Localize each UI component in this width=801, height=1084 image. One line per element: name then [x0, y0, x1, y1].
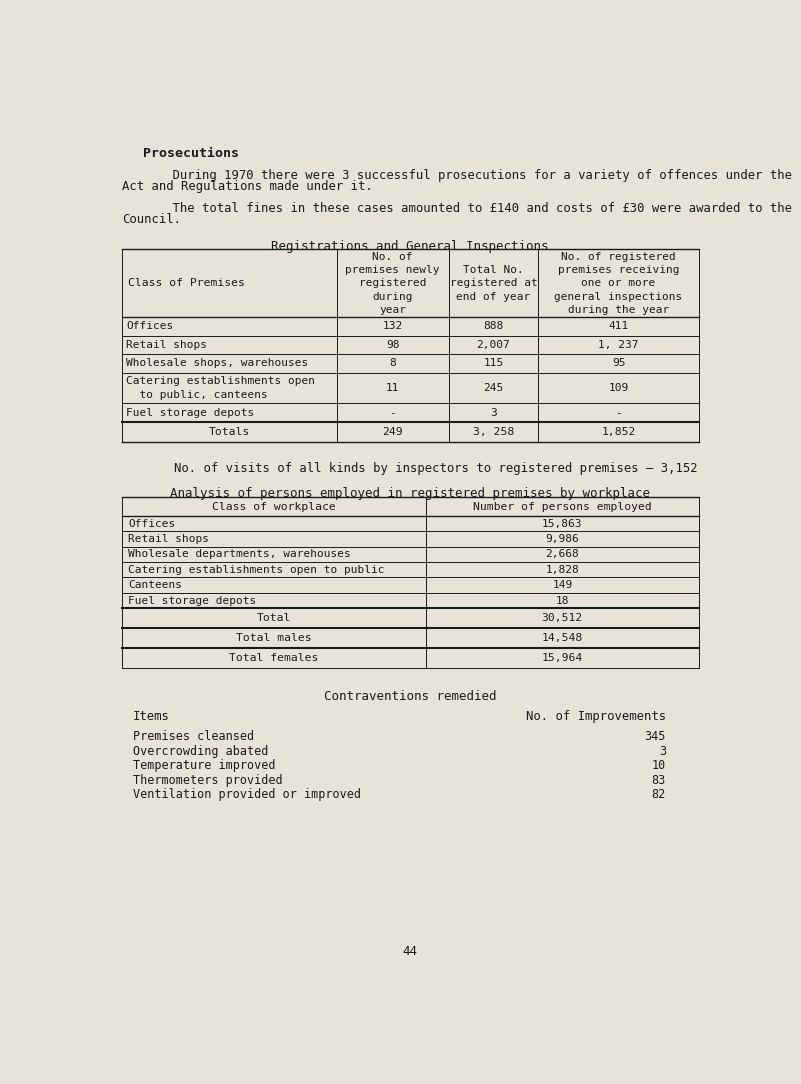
Text: 83: 83	[652, 774, 666, 787]
Text: 245: 245	[483, 383, 504, 393]
Text: 888: 888	[483, 322, 504, 332]
Text: Fuel storage depots: Fuel storage depots	[128, 595, 256, 606]
Text: 1,852: 1,852	[602, 427, 636, 437]
Text: 2,007: 2,007	[477, 340, 510, 350]
Text: No. of registered
premises receiving
one or more
general inspections
during the : No. of registered premises receiving one…	[554, 251, 682, 314]
Text: 11: 11	[386, 383, 400, 393]
Text: 2,668: 2,668	[545, 550, 579, 559]
Text: Thermometers provided: Thermometers provided	[133, 774, 282, 787]
Text: Overcrowding abated: Overcrowding abated	[133, 745, 268, 758]
Text: Premises cleansed: Premises cleansed	[133, 730, 254, 743]
Text: Wholesale departments, warehouses: Wholesale departments, warehouses	[128, 550, 351, 559]
Text: Total: Total	[256, 614, 291, 623]
Text: Council.: Council.	[122, 214, 181, 227]
Text: 98: 98	[386, 340, 400, 350]
Text: 95: 95	[612, 359, 626, 369]
Text: Offices: Offices	[127, 322, 174, 332]
Text: 18: 18	[556, 595, 570, 606]
Text: Retail shops: Retail shops	[127, 340, 207, 350]
Text: No. of Improvements: No. of Improvements	[525, 710, 666, 723]
Text: Items: Items	[133, 710, 170, 723]
Text: Contraventions remedied: Contraventions remedied	[324, 689, 497, 702]
Text: Wholesale shops, warehouses: Wholesale shops, warehouses	[127, 359, 308, 369]
Text: Total males: Total males	[236, 633, 312, 643]
Text: Fuel storage depots: Fuel storage depots	[127, 408, 255, 417]
Text: 1, 237: 1, 237	[598, 340, 639, 350]
Text: Ventilation provided or improved: Ventilation provided or improved	[133, 788, 360, 801]
Text: Catering establishments open
  to public, canteens: Catering establishments open to public, …	[127, 376, 316, 400]
Text: 15,964: 15,964	[541, 654, 583, 663]
Text: Analysis of persons employed in registered premises by workplace: Analysis of persons employed in register…	[170, 487, 650, 500]
Text: 149: 149	[552, 580, 573, 590]
Text: Canteens: Canteens	[128, 580, 182, 590]
Text: Total females: Total females	[229, 654, 319, 663]
Text: 3: 3	[658, 745, 666, 758]
Text: Class of workplace: Class of workplace	[211, 502, 336, 512]
Text: 10: 10	[652, 759, 666, 772]
Text: 249: 249	[382, 427, 403, 437]
Text: Registrations and General Inspections: Registrations and General Inspections	[272, 241, 549, 254]
Text: 9,986: 9,986	[545, 534, 579, 544]
Text: No. of
premises newly
registered
during
year: No. of premises newly registered during …	[345, 251, 440, 314]
Text: 115: 115	[483, 359, 504, 369]
Text: 15,863: 15,863	[542, 518, 582, 529]
Text: Offices: Offices	[128, 518, 175, 529]
Text: 1,828: 1,828	[545, 565, 579, 575]
Text: Retail shops: Retail shops	[128, 534, 209, 544]
Text: 44: 44	[403, 945, 417, 958]
Text: Catering establishments open to public: Catering establishments open to public	[128, 565, 384, 575]
Text: Number of persons employed: Number of persons employed	[473, 502, 652, 512]
Text: 3: 3	[490, 408, 497, 417]
Text: 3, 258: 3, 258	[473, 427, 514, 437]
Text: -: -	[389, 408, 396, 417]
Text: During 1970 there were 3 successful prosecutions for a variety of offences under: During 1970 there were 3 successful pros…	[143, 169, 791, 182]
Text: 82: 82	[652, 788, 666, 801]
Text: -: -	[615, 408, 622, 417]
Text: 14,548: 14,548	[541, 633, 583, 643]
Text: Temperature improved: Temperature improved	[133, 759, 276, 772]
Text: Class of Premises: Class of Premises	[128, 279, 245, 288]
Text: 30,512: 30,512	[541, 614, 583, 623]
Text: Totals: Totals	[208, 427, 250, 437]
Text: 132: 132	[383, 322, 403, 332]
Text: 109: 109	[609, 383, 629, 393]
Text: Act and Regulations made under it.: Act and Regulations made under it.	[122, 180, 372, 193]
Text: The total fines in these cases amounted to £140 and costs of £30 were awarded to: The total fines in these cases amounted …	[143, 202, 791, 215]
Text: No. of visits of all kinds by inspectors to registered premises – 3,152: No. of visits of all kinds by inspectors…	[174, 462, 698, 475]
Text: Total No.
registered at
end of year: Total No. registered at end of year	[449, 266, 537, 301]
Text: Prosecutions: Prosecutions	[143, 147, 239, 160]
Text: 8: 8	[389, 359, 396, 369]
Text: 345: 345	[645, 730, 666, 743]
Text: 411: 411	[609, 322, 629, 332]
